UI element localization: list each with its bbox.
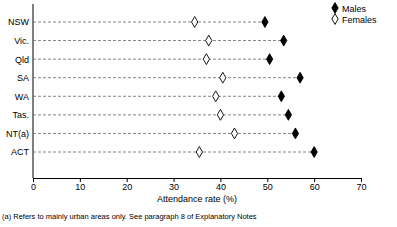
dot — [203, 54, 209, 65]
legend-marker — [332, 14, 338, 25]
y-tick-label: ACT — [11, 147, 30, 157]
dot — [311, 147, 317, 158]
y-tick: ACT — [11, 147, 33, 157]
row-guide — [33, 114, 288, 115]
dot — [297, 72, 303, 83]
x-tick-label: 70 — [356, 182, 366, 192]
x-tick: 20 — [122, 178, 132, 192]
y-axis: NSW Vic. Qld SA WA Tas. NT(a) ACT — [6, 17, 33, 157]
dot — [192, 17, 198, 28]
dot — [292, 128, 298, 139]
marks — [33, 17, 317, 158]
dot — [196, 147, 202, 158]
dot — [262, 17, 268, 28]
row-guide — [33, 133, 295, 134]
x-tick: 50 — [263, 178, 273, 192]
row-guide — [33, 96, 281, 97]
x-tick-label: 0 — [31, 182, 36, 192]
legend-label: Females — [342, 15, 377, 25]
x-tick-label: 20 — [122, 182, 132, 192]
row-guide — [33, 152, 314, 153]
y-tick: Tas. — [12, 110, 33, 120]
y-tick-label: NT(a) — [6, 129, 29, 139]
dot — [285, 109, 291, 120]
y-tick: Vic. — [14, 36, 33, 46]
x-tick-label: 60 — [310, 182, 320, 192]
x-axis-title: Attendance rate (%) — [157, 194, 237, 204]
y-tick-label: Qld — [15, 55, 29, 65]
dot — [213, 91, 219, 102]
legend-item: Females — [332, 14, 377, 25]
x-tick-label: 50 — [263, 182, 273, 192]
x-tick: 60 — [310, 178, 320, 192]
x-tick-label: 30 — [169, 182, 179, 192]
x-tick: 70 — [356, 178, 366, 192]
y-tick-label: WA — [15, 92, 29, 102]
y-tick: WA — [15, 92, 33, 102]
y-tick: Qld — [15, 55, 33, 65]
y-tick-label: Vic. — [14, 36, 29, 46]
y-tick: NSW — [8, 17, 33, 27]
legend: MalesFemales — [332, 3, 377, 25]
x-tick: 10 — [75, 178, 85, 192]
chart: NSW Vic. Qld SA WA Tas. NT(a) ACT 0 10 20 30 40 50 60 7… — [0, 0, 397, 227]
plot: NSW Vic. Qld SA WA Tas. NT(a) ACT 0 10 20 30 40 50 60 7… — [6, 4, 367, 192]
row-guide — [33, 77, 300, 78]
dot — [231, 128, 237, 139]
y-tick-label: Tas. — [12, 110, 29, 120]
y-tick: NT(a) — [6, 129, 33, 139]
x-tick: 30 — [169, 178, 179, 192]
x-axis: 0 10 20 30 40 50 60 70 — [31, 178, 367, 192]
legend-marker — [332, 3, 338, 14]
y-tick-label: SA — [17, 73, 29, 83]
dot — [266, 54, 272, 65]
y-tick: SA — [17, 73, 33, 83]
x-tick: 0 — [31, 178, 36, 192]
dot — [278, 91, 284, 102]
x-tick-label: 40 — [216, 182, 226, 192]
legend-item: Males — [332, 3, 367, 14]
row-guide — [33, 40, 284, 41]
footnote: (a) Refers to mainly urban areas only. S… — [2, 212, 257, 221]
dot — [281, 35, 287, 46]
x-tick: 40 — [216, 178, 226, 192]
dot — [217, 109, 223, 120]
x-tick-label: 10 — [75, 182, 85, 192]
legend-label: Males — [342, 4, 367, 14]
row-guide — [33, 59, 270, 60]
dot — [206, 35, 212, 46]
dot — [220, 72, 226, 83]
row-guide — [33, 22, 265, 23]
y-tick-label: NSW — [8, 17, 30, 27]
